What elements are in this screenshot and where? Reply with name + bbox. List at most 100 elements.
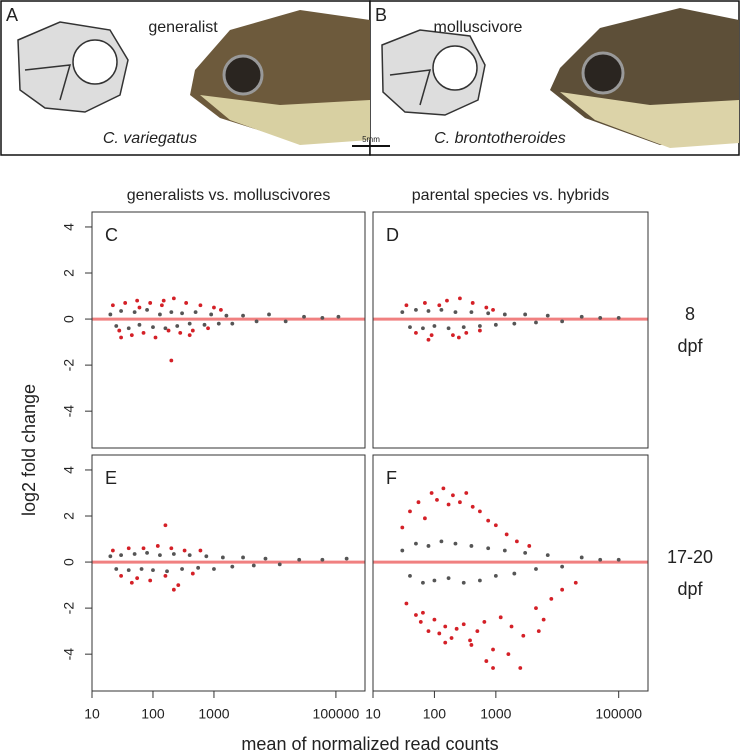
point — [432, 617, 437, 622]
point — [523, 550, 528, 555]
point — [114, 567, 119, 571]
point — [251, 563, 256, 568]
point — [493, 322, 498, 327]
point — [141, 546, 146, 551]
point — [509, 624, 514, 629]
row-label: dpf — [677, 579, 703, 599]
skull — [381, 29, 486, 116]
point — [451, 493, 455, 498]
point — [545, 553, 550, 558]
point — [421, 610, 425, 615]
point — [216, 321, 221, 326]
point — [458, 500, 462, 505]
point — [263, 556, 268, 561]
point — [429, 491, 434, 495]
point — [453, 541, 458, 546]
point — [163, 523, 168, 528]
x-tick-label: 1000 — [480, 706, 511, 722]
point — [148, 578, 153, 583]
point — [126, 326, 131, 331]
point — [502, 548, 507, 553]
point — [527, 544, 532, 548]
point — [477, 328, 482, 333]
row-label: 8 — [685, 304, 695, 324]
point — [491, 666, 495, 670]
point — [426, 544, 431, 548]
point — [579, 314, 584, 319]
point — [443, 624, 448, 629]
point — [254, 319, 259, 324]
point — [148, 301, 153, 305]
point — [404, 601, 409, 606]
point — [464, 491, 469, 495]
point — [163, 573, 168, 578]
point — [344, 556, 349, 561]
row-label: 17-20 — [667, 547, 713, 567]
point — [437, 631, 442, 636]
point — [486, 546, 491, 551]
point — [108, 554, 113, 559]
x-tick-label: 10 — [84, 706, 100, 722]
point — [141, 330, 146, 335]
point — [429, 333, 434, 338]
point — [159, 303, 164, 308]
point — [190, 571, 195, 576]
point — [153, 335, 158, 340]
point — [534, 320, 538, 325]
panel-letter: D — [386, 225, 399, 245]
panel-letter: F — [386, 468, 397, 488]
point — [204, 554, 209, 559]
point — [165, 569, 169, 574]
point — [169, 546, 174, 551]
point — [132, 552, 137, 556]
panel-letter: A — [6, 5, 18, 25]
panel-letter: C — [105, 225, 118, 245]
species: C. variegatus — [103, 130, 197, 147]
point — [469, 310, 474, 315]
point — [470, 504, 475, 509]
point — [421, 326, 425, 331]
point — [320, 316, 325, 320]
point — [423, 516, 427, 521]
point — [534, 606, 538, 611]
point — [512, 321, 517, 326]
point — [193, 310, 198, 315]
point — [135, 298, 140, 303]
point — [198, 548, 203, 553]
point — [230, 321, 235, 326]
point — [155, 544, 160, 548]
point — [126, 546, 131, 551]
point — [541, 617, 546, 622]
point — [202, 322, 207, 327]
x-tick-label: 100 — [141, 706, 165, 722]
point — [477, 509, 482, 514]
point — [512, 571, 517, 576]
point — [184, 301, 189, 305]
point — [241, 555, 245, 560]
y-tick-label: 2 — [61, 512, 77, 520]
point — [163, 326, 168, 331]
point — [514, 539, 519, 544]
plot-frame — [91, 211, 366, 449]
point — [158, 553, 162, 558]
point — [187, 553, 192, 558]
point — [169, 358, 174, 363]
point — [132, 310, 137, 315]
y-tick-label: -2 — [61, 359, 77, 372]
point — [267, 312, 271, 317]
point — [114, 324, 119, 328]
photo-panels: 5mm A generalist C. variegatus B mollusc… — [0, 0, 740, 156]
point — [414, 541, 418, 546]
point — [145, 550, 149, 555]
point — [414, 307, 418, 312]
point — [454, 626, 459, 631]
point — [534, 567, 538, 571]
point — [129, 333, 134, 338]
point — [435, 497, 439, 502]
point — [560, 587, 565, 592]
point — [219, 307, 223, 312]
point — [469, 544, 474, 548]
point — [187, 333, 192, 338]
caption: molluscivore — [434, 19, 523, 36]
point — [414, 613, 418, 617]
